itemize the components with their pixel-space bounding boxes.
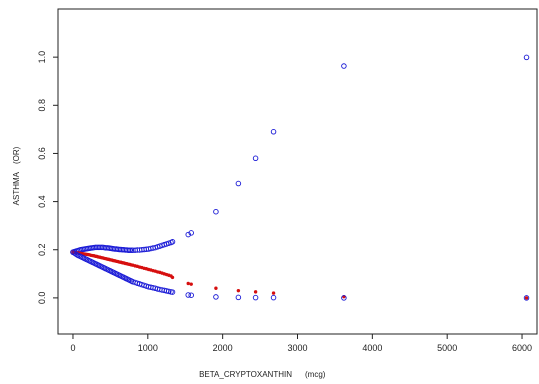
lower-point <box>166 288 172 295</box>
x-axis-unit: (mcg) <box>305 370 326 379</box>
y-tick-label: 0.0 <box>37 292 47 305</box>
lower-point <box>185 292 191 298</box>
estimate-point <box>253 290 258 294</box>
series-upper <box>70 54 530 255</box>
y-axis-title: ASTHMA <box>12 171 21 205</box>
upper-point <box>252 155 259 162</box>
estimate-point <box>214 286 218 290</box>
x-axis-title: BETA_CRYPTOXANTHIN <box>199 370 292 379</box>
y-tick-label: 0.8 <box>37 99 47 112</box>
x-tick-label: 2000 <box>213 343 233 353</box>
upper-point <box>169 239 176 245</box>
x-axis: 0 1000 2000 3000 4000 5000 6000 <box>70 334 532 353</box>
upper-point <box>213 208 219 215</box>
lower-point <box>252 294 259 301</box>
estimate-point <box>236 288 241 293</box>
upper-point <box>188 230 194 236</box>
lower-point <box>188 292 194 298</box>
estimate-point <box>271 291 276 295</box>
y-tick-label: 0.2 <box>37 243 47 256</box>
x-tick-label: 3000 <box>287 343 307 353</box>
y-tick-label: 1.0 <box>37 51 47 64</box>
x-tick-label: 1000 <box>138 343 158 353</box>
lower-point <box>341 295 347 301</box>
x-tick-label: 5000 <box>437 343 457 353</box>
estimate-point <box>189 282 193 286</box>
lower-point <box>213 294 219 300</box>
series-estimate <box>71 250 529 300</box>
lower-point <box>523 295 530 301</box>
estimate-point <box>170 275 175 280</box>
x-tick-label: 4000 <box>362 343 382 353</box>
data-points <box>70 54 530 301</box>
y-axis: 0.0 0.2 0.4 0.6 0.8 1.0 <box>37 51 58 304</box>
upper-point <box>341 63 347 69</box>
x-tick-label: 6000 <box>512 343 532 353</box>
upper-point <box>523 54 530 61</box>
lower-point <box>169 289 176 295</box>
upper-point <box>185 231 191 238</box>
series-lower <box>70 249 530 301</box>
plot-frame <box>57 8 538 335</box>
estimate-point <box>186 281 190 286</box>
y-tick-label: 0.6 <box>37 147 47 160</box>
lower-point <box>235 294 242 301</box>
estimate-point <box>524 296 529 300</box>
x-tick-label: 0 <box>70 343 75 353</box>
upper-point <box>270 129 277 135</box>
y-tick-label: 0.4 <box>37 195 47 208</box>
y-axis-unit: (OR) <box>12 146 21 164</box>
upper-point <box>235 180 242 187</box>
lower-point <box>270 294 277 301</box>
